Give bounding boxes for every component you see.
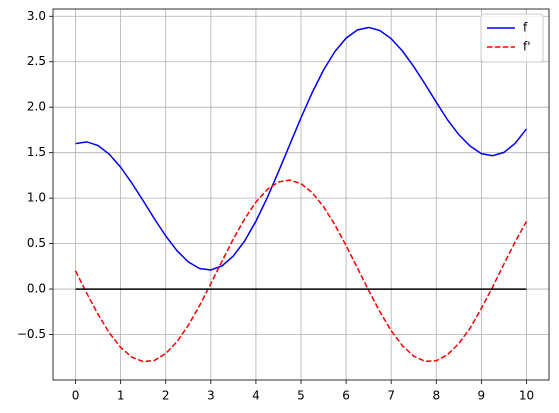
series-line — [74, 179, 528, 363]
legend: f f' — [480, 13, 544, 63]
series-line — [75, 26, 528, 271]
legend-label: f' — [523, 40, 531, 54]
legend-label: f — [523, 21, 528, 35]
y-tick-label: 2.5 — [27, 54, 46, 68]
plot-frame — [52, 8, 550, 381]
x-tick-label: 5 — [297, 389, 305, 403]
x-tick-label: 2 — [162, 389, 170, 403]
x-tick-label: 9 — [478, 389, 486, 403]
y-tick-label: 1.5 — [27, 145, 46, 159]
x-tick-label: 6 — [342, 389, 350, 403]
x-tick-label: 8 — [432, 389, 440, 403]
x-tick-label: 10 — [519, 389, 534, 403]
y-tick-label: 2.0 — [27, 100, 46, 114]
y-tick-label: 0.0 — [27, 282, 46, 296]
legend-box — [480, 13, 544, 63]
y-tick-label: 0.5 — [27, 236, 46, 250]
y-tick-label: −0.5 — [17, 327, 46, 341]
x-tick-label: 7 — [387, 389, 395, 403]
x-tick-label: 4 — [252, 389, 260, 403]
y-tick-label: 3.0 — [27, 9, 46, 23]
y-tick-label: 1.0 — [27, 191, 46, 205]
x-tick-label: 1 — [117, 389, 125, 403]
x-tick-label: 0 — [72, 389, 80, 403]
x-tick-label: 3 — [207, 389, 215, 403]
